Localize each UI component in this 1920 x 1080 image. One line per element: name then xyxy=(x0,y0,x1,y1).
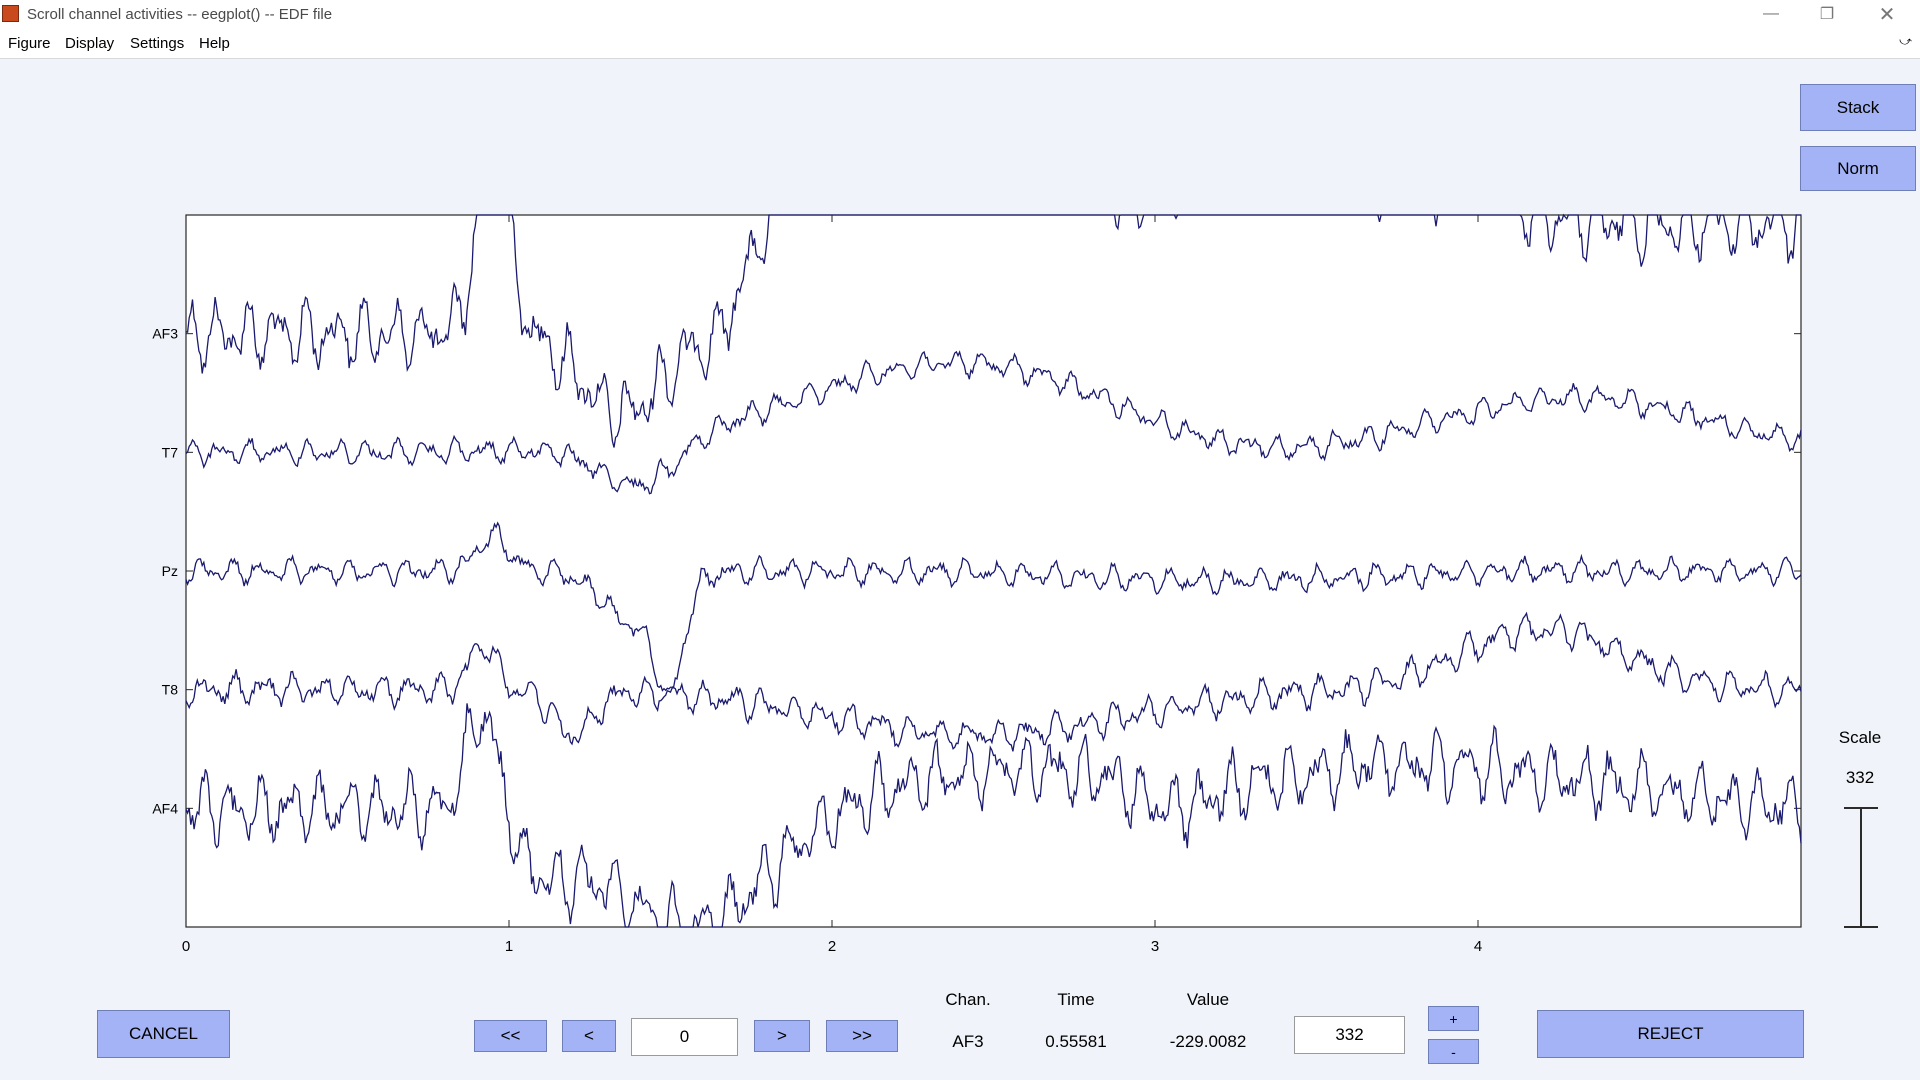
channel-label: T8 xyxy=(162,682,179,698)
time-readout: 0.55581 xyxy=(1045,1032,1107,1051)
channel-label: AF3 xyxy=(152,326,178,342)
scale-bar-top xyxy=(1844,807,1878,809)
x-tick-label: 1 xyxy=(505,938,513,955)
scale-decrease-button[interactable]: - xyxy=(1428,1039,1479,1064)
prev-page-button[interactable]: < xyxy=(562,1020,616,1052)
x-tick-label: 0 xyxy=(182,938,190,955)
eeg-trace-pz[interactable] xyxy=(185,521,1802,692)
scale-input[interactable]: 332 xyxy=(1294,1016,1405,1054)
minimize-icon[interactable]: — xyxy=(1763,5,1779,22)
channel-label: AF4 xyxy=(152,800,178,816)
reject-button[interactable]: REJECT xyxy=(1537,1010,1804,1058)
scale-bar xyxy=(1860,808,1862,926)
plot-area xyxy=(185,214,1802,928)
toolbar-toggle-icon[interactable]: ⤻ xyxy=(1899,34,1912,48)
chan-header: Chan. xyxy=(945,990,991,1009)
menu-bar: Figure Display Settings Help ⤻ xyxy=(0,28,1920,59)
first-page-button[interactable]: << xyxy=(474,1020,547,1052)
scale-label: Scale xyxy=(1838,728,1882,747)
chan-readout: AF3 xyxy=(952,1032,984,1051)
value-header: Value xyxy=(1186,990,1230,1009)
next-page-button[interactable]: > xyxy=(754,1020,810,1052)
eeg-trace-af3[interactable] xyxy=(185,213,1801,448)
x-tick-label: 4 xyxy=(1474,938,1482,955)
restore-icon[interactable]: ❐ xyxy=(1819,6,1835,23)
scale-increase-button[interactable]: + xyxy=(1428,1006,1479,1031)
menu-settings[interactable]: Settings xyxy=(130,35,185,52)
x-tick-label: 3 xyxy=(1151,938,1159,955)
stack-button[interactable]: Stack xyxy=(1800,84,1916,131)
menu-help[interactable]: Help xyxy=(199,35,230,52)
title-bar: Scroll channel activities -- eegplot() -… xyxy=(0,0,1920,28)
matlab-icon xyxy=(2,5,19,22)
last-page-button[interactable]: >> xyxy=(826,1020,898,1052)
value-readout: -229.0082 xyxy=(1169,1032,1247,1051)
window-title: Scroll channel activities -- eegplot() -… xyxy=(27,6,333,23)
channel-label: T7 xyxy=(162,444,179,460)
scale-bar-bottom xyxy=(1844,926,1878,928)
x-tick-label: 2 xyxy=(828,938,836,955)
eeg-trace-t8[interactable] xyxy=(185,611,1802,752)
scale-value: 332 xyxy=(1845,768,1875,787)
eeg-trace-af4[interactable] xyxy=(185,703,1802,928)
time-header: Time xyxy=(1057,990,1095,1009)
channel-label: Pz xyxy=(162,563,178,579)
eeg-trace-t7[interactable] xyxy=(185,350,1802,495)
menu-display[interactable]: Display xyxy=(65,35,115,52)
close-icon[interactable]: ✕ xyxy=(1878,3,1896,26)
norm-button[interactable]: Norm xyxy=(1800,146,1916,191)
cancel-button[interactable]: CANCEL xyxy=(97,1010,230,1058)
menu-figure[interactable]: Figure xyxy=(8,35,51,52)
start-time-input[interactable]: 0 xyxy=(631,1018,738,1056)
